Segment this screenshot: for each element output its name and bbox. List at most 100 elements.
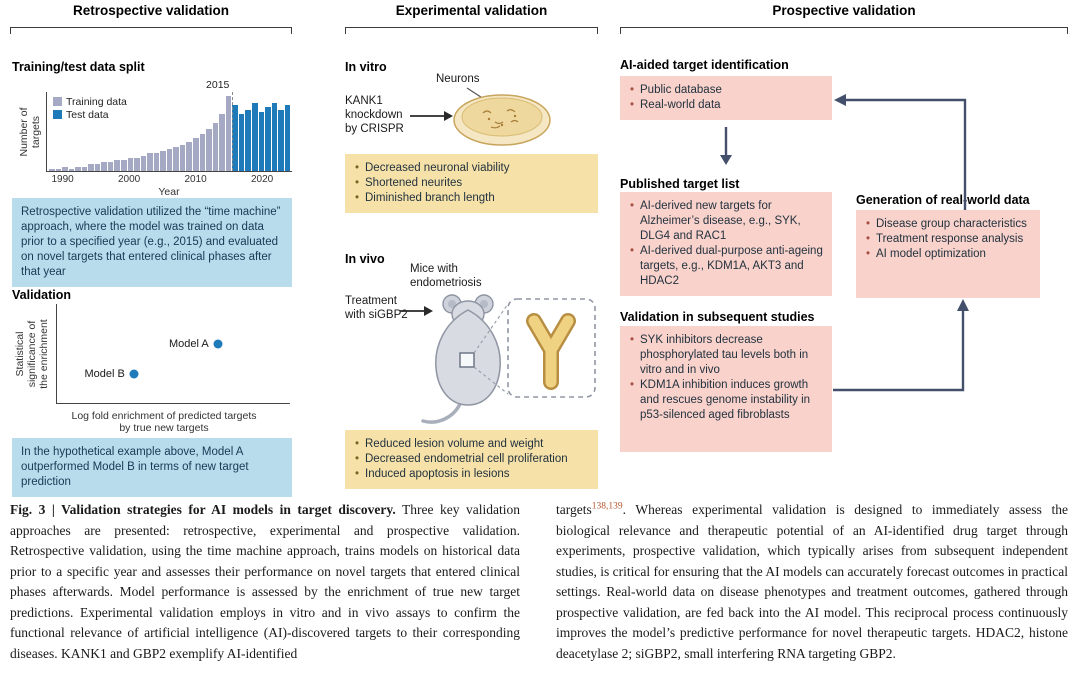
- retrospective-header: Retrospective validation: [72, 3, 230, 18]
- in-vivo-result-item: Reduced lesion volume and weight: [354, 437, 589, 452]
- generation-box: Disease group characteristics Treatment …: [856, 210, 1040, 298]
- bar-2006: [166, 149, 173, 171]
- loop-arrow-generation-to-identification: [834, 94, 967, 210]
- subsequent-study-item: KDM1A inhibition induces growth and resc…: [629, 378, 823, 423]
- scatter-chart: Statistical significance of the enrichme…: [12, 300, 292, 436]
- bar-chart-plot: 2015 Training data Test data: [46, 79, 292, 172]
- caption-left-body: Three key validation approaches are pres…: [10, 502, 520, 661]
- bar-2010: [193, 138, 199, 171]
- bar-2012: [206, 129, 212, 171]
- caption-reference-numbers: 138,139: [591, 501, 623, 512]
- scatter-conclusion-box: In the hypothetical example above, Model…: [12, 438, 292, 497]
- scatter-xlabel: Log fold enrichment of predicted targets…: [71, 410, 257, 434]
- mouse-icon: [421, 294, 501, 424]
- in-vitro-result-item: Diminished branch length: [354, 191, 589, 206]
- in-vivo-title: In vivo: [345, 252, 385, 266]
- identification-box: Public database Real-world data: [620, 76, 832, 120]
- loop-arrow-validation-to-generation: [833, 299, 969, 392]
- prospective-header: Prospective validation: [772, 3, 916, 18]
- bar-2004: [153, 153, 160, 171]
- bar-2008: [179, 144, 186, 171]
- bar-2016: [232, 105, 238, 171]
- published-target-item: AI-derived dual-purpose anti-ageing targ…: [629, 244, 823, 289]
- treatment-sigbp2-label: Treatment with siGBP2: [345, 295, 408, 321]
- bar-chart-bars: [47, 92, 292, 171]
- bar-2014: [219, 113, 225, 171]
- generation-item: Disease group characteristics: [865, 217, 1031, 232]
- bar-1994: [88, 164, 94, 171]
- generation-title: Generation of real-world data: [856, 193, 1030, 207]
- caption-right-body: . Whereas experimental validation is des…: [556, 502, 1068, 661]
- right-arrow-icon: [410, 111, 453, 121]
- caption-figure-title: Fig. 3 | Validation strategies for AI mo…: [10, 502, 396, 517]
- bar-2019: [251, 102, 258, 171]
- caption-right-column: targets138,139. Whereas experimental val…: [556, 500, 1068, 664]
- experimental-header: Experimental validation: [395, 3, 548, 18]
- bar-1991: [68, 168, 75, 171]
- neurons-label: Neurons: [436, 73, 480, 85]
- right-arrow-icon: [400, 306, 433, 316]
- bar-2021: [265, 107, 271, 171]
- xtick-2000: 2000: [117, 174, 141, 185]
- scatter-ylabel: Statistical significance of the enrichme…: [14, 319, 50, 389]
- split-line: [232, 92, 234, 171]
- feedback-arrows: [720, 94, 969, 392]
- bar-2013: [212, 122, 219, 171]
- validation-title: Validation: [12, 288, 72, 302]
- subsequent-study-item: SYK inhibitors decrease phosphorylated t…: [629, 333, 823, 378]
- bar-chart-xlabel: Year: [158, 186, 180, 198]
- training-data-swatch: [53, 97, 62, 106]
- xtick-1990: 1990: [51, 174, 74, 185]
- bar-2015: [225, 96, 232, 171]
- generation-item: AI model optimization: [865, 247, 1031, 262]
- bar-1995: [94, 164, 101, 171]
- time-machine-box: Retrospective validation utilized the “t…: [12, 198, 292, 287]
- published-target-list-title: Published target list: [620, 177, 740, 191]
- bar-1993: [81, 166, 88, 171]
- training-data-label: Training data: [66, 95, 127, 108]
- bar-chart: Number of targets 2015 Training data Tes…: [12, 79, 292, 200]
- bar-2017: [238, 113, 245, 171]
- kank1-knockdown-label: KANK1 knockdown by CRISPR: [345, 95, 404, 135]
- bar-chart-ylabel: Number of targets: [18, 107, 42, 157]
- bar-1999: [121, 160, 127, 171]
- caption-left-column: Fig. 3 | Validation strategies for AI mo…: [10, 500, 520, 664]
- bar-2001: [134, 157, 140, 171]
- bar-2022: [271, 102, 278, 171]
- bar-1996: [101, 162, 107, 171]
- bar-2007: [173, 146, 179, 171]
- xtick-2020: 2020: [250, 174, 274, 185]
- in-vitro-results-box: Decreased neuronal viability Shortened n…: [345, 154, 598, 213]
- scatter-label-model-b: Model B: [84, 368, 125, 381]
- subsequent-studies-box: SYK inhibitors decrease phosphorylated t…: [620, 326, 832, 452]
- bar-1992: [75, 166, 81, 171]
- xtick-2010: 2010: [184, 174, 207, 185]
- identification-title: AI-aided target identification: [620, 58, 789, 72]
- scatter-plot: Model A Model B: [56, 304, 290, 404]
- bar-2018: [245, 109, 251, 171]
- petri-dish-icon: [453, 94, 551, 146]
- bar-2024: [284, 105, 291, 171]
- experimental-bracket: [345, 27, 598, 34]
- bar-2000: [127, 157, 134, 171]
- bar-2003: [147, 153, 153, 171]
- test-data-label: Test data: [66, 108, 109, 121]
- scatter-point-model-a: [213, 339, 223, 349]
- published-target-item: AI-derived new targets for Alzheimer’s d…: [629, 199, 823, 244]
- bar-1988: [49, 168, 55, 171]
- legend-row-test: Test data: [53, 108, 127, 121]
- bar-1998: [114, 160, 121, 171]
- in-vivo-result-item: Induced apoptosis in lesions: [354, 467, 589, 482]
- in-vitro-title: In vitro: [345, 60, 387, 74]
- retrospective-bracket: [10, 27, 292, 34]
- scatter-label-model-a: Model A: [169, 337, 209, 350]
- caption-right-pre: targets: [556, 502, 592, 517]
- bar-chart-xticks: 1990 2000 2010 2020: [46, 174, 292, 186]
- bar-2009: [186, 142, 193, 171]
- scatter-point-model-b: [129, 369, 139, 379]
- bar-2005: [160, 151, 166, 171]
- bar-1990: [62, 166, 68, 171]
- identification-item: Real-world data: [629, 98, 823, 113]
- mice-endometriosis-label: Mice with endometriosis: [410, 263, 482, 289]
- in-vitro-result-item: Shortened neurites: [354, 176, 589, 191]
